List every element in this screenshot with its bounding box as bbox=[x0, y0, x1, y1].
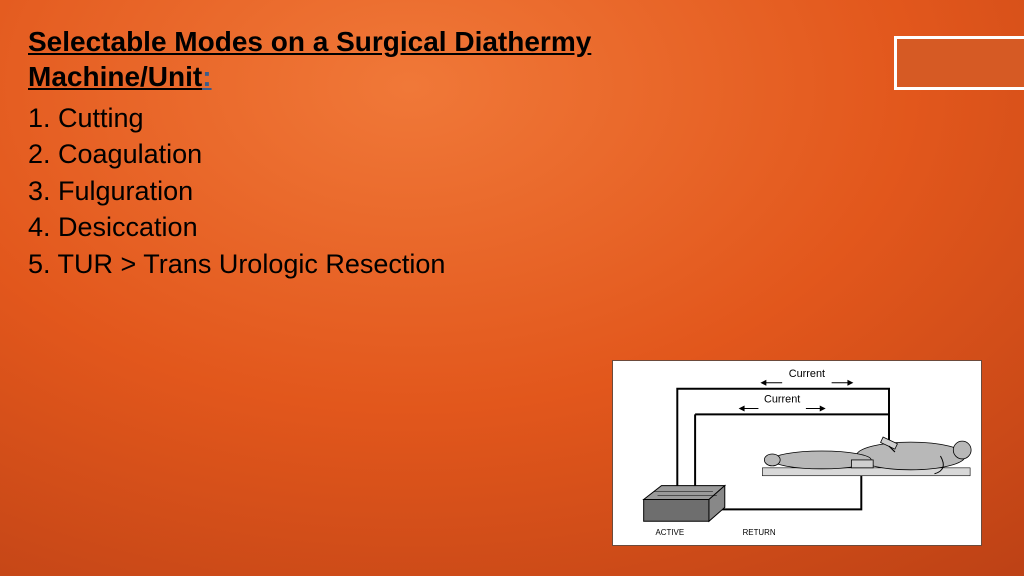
svg-text:Current: Current bbox=[764, 394, 800, 406]
circuit-diagram: Current Current bbox=[612, 360, 982, 546]
list-item: 4. Desiccation bbox=[28, 209, 984, 245]
title-line1: Selectable Modes on a Surgical Diathermy bbox=[28, 26, 591, 57]
list-item: 5. TUR > Trans Urologic Resection bbox=[28, 246, 984, 282]
title-line2: Machine/Unit bbox=[28, 61, 202, 92]
slide: Selectable Modes on a Surgical Diathermy… bbox=[0, 0, 1024, 576]
svg-text:ACTIVE: ACTIVE bbox=[656, 528, 685, 537]
svg-text:Current: Current bbox=[789, 368, 825, 380]
title-colon: : bbox=[202, 61, 211, 92]
svg-text:RETURN: RETURN bbox=[743, 528, 776, 537]
content-area: Selectable Modes on a Surgical Diathermy… bbox=[28, 24, 984, 282]
mode-list: 1. Cutting 2. Coagulation 3. Fulguration… bbox=[28, 100, 984, 282]
slide-title: Selectable Modes on a Surgical Diathermy… bbox=[28, 24, 984, 94]
list-item: 3. Fulguration bbox=[28, 173, 984, 209]
list-item: 1. Cutting bbox=[28, 100, 984, 136]
diagram-svg: Current Current bbox=[613, 361, 981, 545]
list-item: 2. Coagulation bbox=[28, 136, 984, 172]
